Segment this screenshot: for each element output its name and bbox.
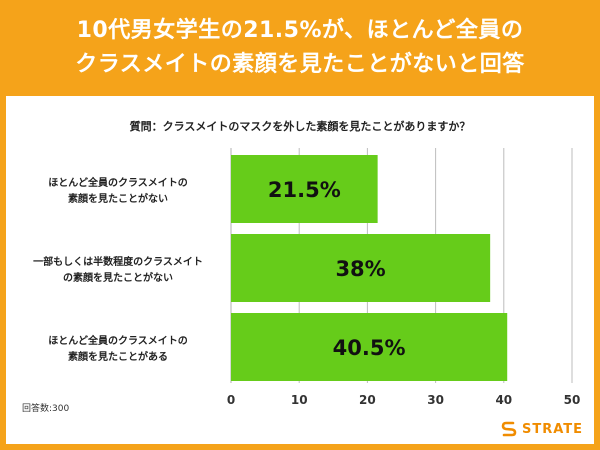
category-label-2-line-2: の素顔を見たことがない: [63, 273, 173, 284]
headline-line-2: クラスメイトの素顔を見たことがないと回答: [75, 52, 525, 77]
chart-title: 質問：クラスメイトのマスクを外した素顔を見たことがありますか？: [129, 120, 471, 133]
brand-logo: STRATE: [500, 420, 583, 438]
bar-value-label-3: 40.5%: [333, 336, 406, 360]
category-label-2-line-1: 一部もしくは半数程度のクラスメイト: [33, 257, 203, 268]
x-tick-label: 10: [291, 393, 308, 407]
category-label-2: 一部もしくは半数程度のクラスメイト の素顔を見たことがない: [18, 255, 218, 287]
x-tick-label: 30: [427, 393, 444, 407]
x-tick-label: 20: [359, 393, 376, 407]
headline: 10代男女学生の21.5%が、ほとんど全員の クラスメイトの素顔を見たことがない…: [0, 0, 600, 96]
bar-2: [231, 234, 491, 302]
headline-line-1: 10代男女学生の21.5%が、ほとんど全員の: [76, 18, 524, 43]
logo-text: STRATE: [522, 421, 584, 437]
category-label-1-line-2: 素顔を見たことがない: [68, 194, 168, 205]
logo-s-mark-icon: [501, 421, 517, 437]
category-label-3: ほとんど全員のクラスメイトの 素顔を見たことがある: [18, 334, 218, 366]
x-tick-label: 40: [495, 393, 512, 407]
category-label-3-line-1: ほとんど全員のクラスメイトの: [48, 336, 188, 347]
bar-3: [231, 313, 508, 381]
x-tick-label: 50: [564, 393, 581, 407]
bar-value-label-1: 21.5%: [268, 178, 341, 202]
response-count: 回答数:300: [22, 404, 70, 414]
x-tick-label: 0: [227, 393, 235, 407]
bar-1: [231, 155, 378, 223]
category-label-1-line-1: ほとんど全員のクラスメイトの: [48, 178, 188, 189]
category-label-1: ほとんど全員のクラスメイトの 素顔を見たことがない: [18, 176, 218, 208]
category-label-3-line-2: 素顔を見たことがある: [68, 352, 168, 363]
bar-value-label-2: 38%: [335, 257, 385, 281]
